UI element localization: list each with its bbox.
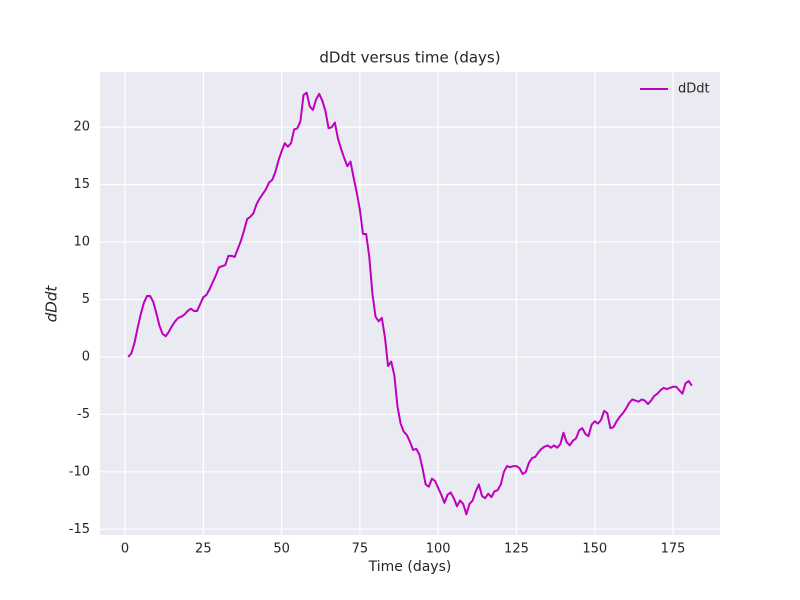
y-tick-label: -5 — [77, 407, 90, 422]
y-axis-label: dDdt — [43, 285, 61, 323]
x-tick-label: 25 — [195, 542, 212, 557]
x-tick-label: 50 — [273, 542, 290, 557]
x-tick-label: 75 — [352, 542, 369, 557]
y-tick-label: -10 — [69, 464, 90, 479]
y-tick-label: -15 — [69, 522, 90, 537]
y-tick-label: 0 — [82, 349, 90, 364]
x-tick-label: 125 — [504, 542, 529, 557]
plot-area — [100, 72, 720, 535]
data-line — [127, 91, 693, 516]
legend-label: dDdt — [678, 82, 710, 97]
y-tick-label: 10 — [73, 235, 90, 250]
x-axis-label: Time (days) — [368, 559, 452, 575]
x-tick-label: 175 — [661, 542, 686, 557]
x-tick-label: 100 — [426, 542, 451, 557]
y-tick-label: 5 — [82, 292, 90, 307]
chart-title: dDdt versus time (days) — [319, 49, 500, 67]
x-tick-label: 150 — [582, 542, 607, 557]
y-tick-label: 15 — [73, 177, 90, 192]
x-tick-label: 0 — [121, 542, 129, 557]
y-tick-label: 20 — [73, 120, 90, 135]
